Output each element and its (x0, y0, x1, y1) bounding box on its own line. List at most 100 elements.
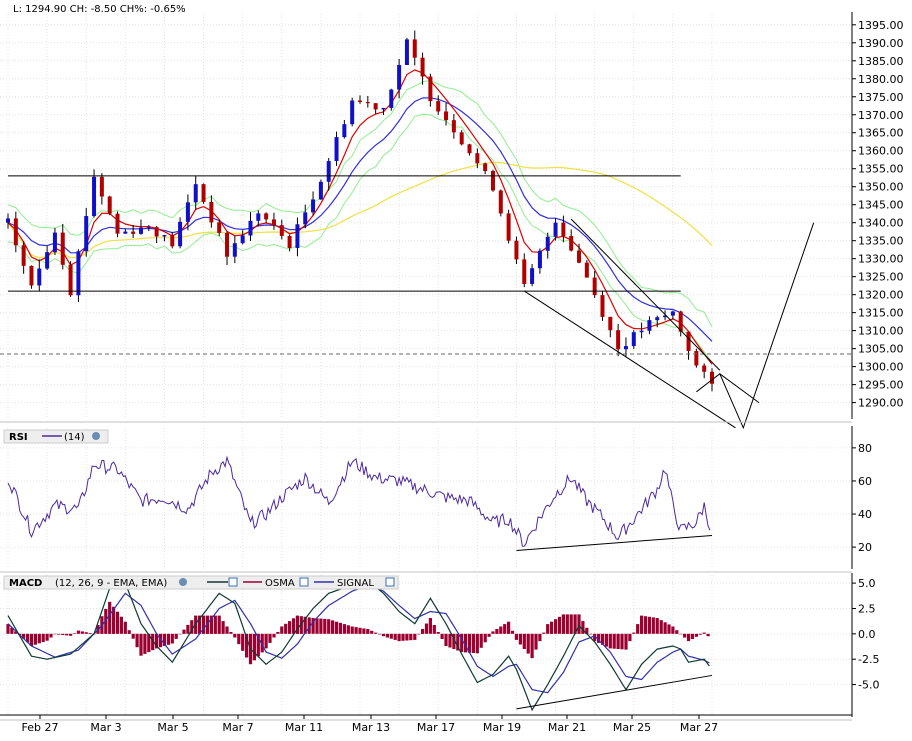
candle-down (217, 222, 222, 233)
osma-bar (452, 633, 456, 649)
candle-down (608, 316, 613, 331)
y-tick-label: 5.0 (858, 577, 876, 590)
checkbox-icon[interactable] (385, 577, 395, 587)
osma-bar (256, 633, 260, 657)
osma-bar (577, 614, 581, 634)
candle-up (553, 222, 558, 237)
y-tick-label: 1305.00 (858, 343, 904, 356)
x-tick-label: Mar 7 (222, 721, 253, 734)
osma-bar (444, 633, 448, 646)
osma-bar (518, 633, 522, 645)
candle-down (467, 144, 472, 154)
osma-bar (37, 633, 41, 644)
osma-bar (303, 616, 307, 634)
candle-up (146, 227, 151, 229)
ema-fast-line (7, 69, 713, 365)
candle-up (326, 161, 331, 182)
checkbox-icon[interactable] (228, 577, 238, 587)
osma-bar (491, 631, 495, 634)
candle-down (373, 103, 378, 110)
settings-icon[interactable] (179, 578, 187, 586)
osma-bar (690, 633, 694, 639)
candle-up (295, 224, 300, 249)
osma-bar (14, 631, 18, 634)
rsi-line (7, 455, 711, 547)
osma-bar (538, 633, 542, 642)
osma-bar (49, 633, 53, 638)
candle-down (514, 240, 519, 260)
osma-bar (495, 629, 499, 634)
candle-up (342, 124, 347, 138)
candle-up (623, 346, 628, 350)
osma-bar (225, 626, 229, 634)
osma-bar (589, 633, 593, 635)
checkbox-icon[interactable] (299, 577, 309, 587)
candle-up (248, 220, 253, 236)
osma-bar (57, 633, 61, 635)
osma-bar (475, 633, 479, 654)
envelope-lower-line (7, 113, 713, 363)
candle-up (162, 235, 167, 237)
osma-bar (421, 629, 425, 634)
osma-bar (424, 623, 429, 634)
candle-up (397, 64, 402, 90)
osma-bar (483, 633, 487, 643)
rsi-legend[interactable]: RSI (14) (3, 429, 109, 444)
candle-down (428, 76, 433, 102)
y-tick-label: 1330.00 (858, 253, 904, 266)
candle-down (420, 57, 425, 77)
osma-bar (385, 633, 389, 638)
osma-bar (659, 620, 663, 634)
candle-up (639, 330, 644, 333)
osma-bar (155, 633, 159, 649)
osma-bar (288, 621, 292, 634)
candle-up (84, 216, 89, 252)
osma-bar (123, 621, 127, 634)
osma-bar (319, 618, 323, 634)
candle-down (201, 184, 206, 202)
osma-bar (61, 633, 65, 635)
rsi-label: RSI (9, 432, 28, 443)
osma-bar (612, 633, 616, 649)
y-tick-label: 1355.00 (858, 163, 904, 176)
y-tick-label: 1350.00 (858, 181, 904, 194)
macd-label: MACD (9, 578, 42, 589)
macd-trendline (516, 674, 713, 710)
candle-up (123, 231, 128, 234)
y-tick-label: -5.0 (858, 679, 879, 692)
macd-legend[interactable]: MACD (12, 26, 9 - EMA, EMA) OSMA SIGNAL (3, 575, 399, 590)
osma-bar (636, 624, 640, 634)
settings-icon[interactable] (92, 432, 100, 440)
candle-down (577, 250, 582, 263)
osma-bar (280, 626, 284, 634)
osma-bar (604, 633, 608, 647)
osma-bar (448, 633, 452, 648)
osma-bar (561, 614, 565, 634)
trendline (523, 290, 736, 429)
rsi-trendline (516, 535, 713, 551)
macd-params: (12, 26, 9 - EMA, EMA) (55, 578, 167, 589)
candle-up (318, 181, 323, 200)
osma-bar (307, 617, 311, 634)
x-tick-label: Mar 11 (285, 721, 323, 734)
x-tick-label: Mar 21 (548, 721, 586, 734)
candle-down (271, 219, 276, 226)
osma-bar (178, 633, 182, 635)
y-tick-label: 1380.00 (858, 73, 904, 86)
y-tick-label: 40 (858, 508, 872, 521)
candle-up (350, 100, 355, 125)
osma-bar (651, 617, 655, 634)
osma-bar (354, 627, 358, 634)
y-tick-label: 1395.00 (858, 19, 904, 32)
osma-bar (131, 633, 135, 639)
y-tick-label: 60 (858, 475, 872, 488)
candle-down (412, 39, 417, 58)
candle-up (545, 236, 550, 251)
sma-slow-line (7, 161, 713, 259)
osma-bar (593, 633, 597, 642)
osma-bar (514, 633, 518, 640)
osma-bar (401, 633, 405, 641)
y-tick-label: 1360.00 (858, 145, 904, 158)
osma-bar (33, 633, 37, 645)
